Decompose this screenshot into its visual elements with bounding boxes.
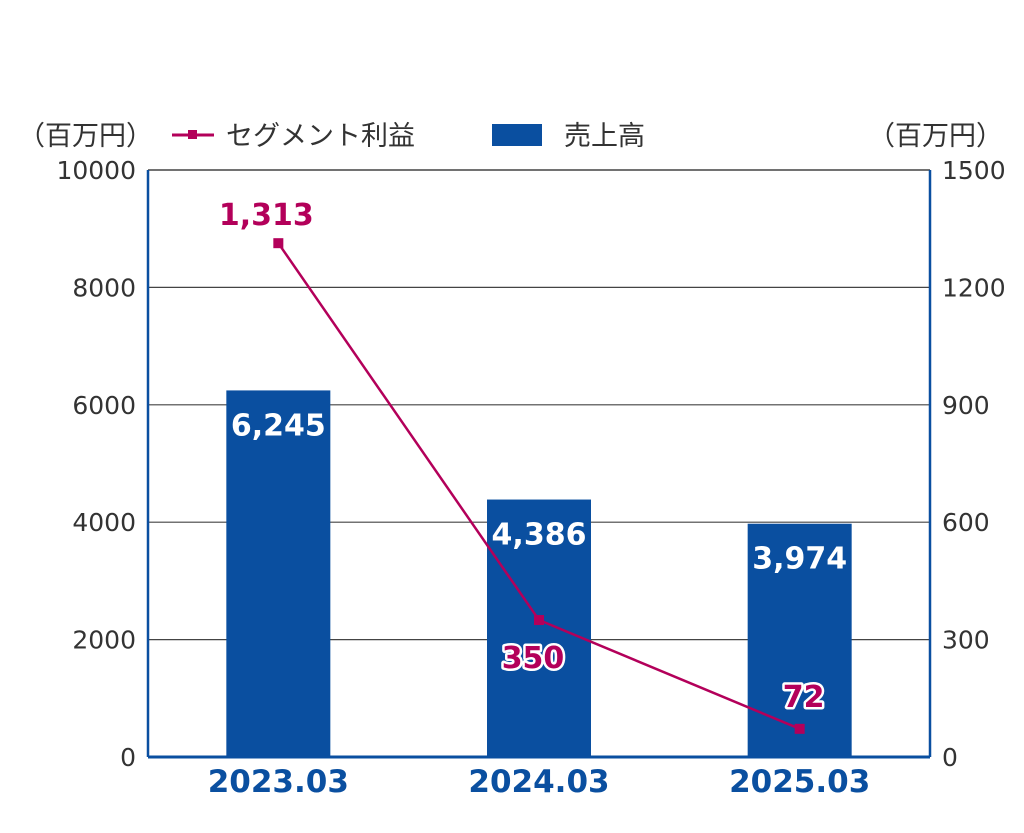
- bar: [747, 523, 852, 757]
- data-labels: 6,245 4,386 3,974 1,313 350 72: [216, 196, 847, 718]
- right-tick-label: 300: [942, 626, 990, 655]
- legend-bar-label: 売上高: [564, 121, 645, 152]
- bars: [226, 390, 852, 757]
- line-point: [794, 723, 805, 734]
- line-value-label: 350: [502, 641, 565, 676]
- right-tick-label: 600: [942, 508, 990, 537]
- left-axis-unit: （百万円）: [18, 121, 153, 152]
- bar: [226, 390, 331, 757]
- legend-line-label: セグメント利益: [226, 121, 415, 152]
- left-tick-label: 6000: [72, 391, 136, 420]
- left-tick-label: 10000: [56, 156, 136, 185]
- line-point: [273, 238, 284, 249]
- left-tick-label: 0: [120, 743, 136, 772]
- right-tick-label: 900: [942, 391, 990, 420]
- axes: [146, 169, 932, 759]
- bar-value-label: 6,245: [231, 408, 326, 443]
- bar-value-label: 4,386: [492, 518, 587, 553]
- right-axis-unit: （百万円）: [868, 121, 1003, 152]
- x-tick-label: 2025.03: [729, 764, 870, 800]
- line-value-label: 72: [783, 680, 825, 715]
- left-tick-label: 8000: [72, 273, 136, 302]
- left-tick-label: 4000: [72, 508, 136, 537]
- right-tick-label: 1500: [942, 156, 1006, 185]
- left-tick-label: 2000: [72, 626, 136, 655]
- legend-bar-swatch: [492, 124, 542, 146]
- right-tick-label: 0: [942, 743, 958, 772]
- segment-profit-line: [273, 238, 805, 734]
- tick-labels: 0 2000 4000 6000 8000 10000 0 300 600 900 1200 1500…: [56, 156, 1005, 800]
- bar-value-label: 3,974: [752, 542, 847, 577]
- bar: [487, 499, 591, 757]
- line-value-label: 1,313: [219, 198, 314, 233]
- x-tick-label: 2024.03: [468, 764, 609, 800]
- line-point: [534, 615, 544, 626]
- legend: セグメント利益 売上高: [172, 121, 645, 152]
- x-tick-label: 2023.03: [208, 764, 349, 800]
- right-tick-label: 1200: [942, 273, 1006, 302]
- legend-line-marker: [188, 130, 197, 139]
